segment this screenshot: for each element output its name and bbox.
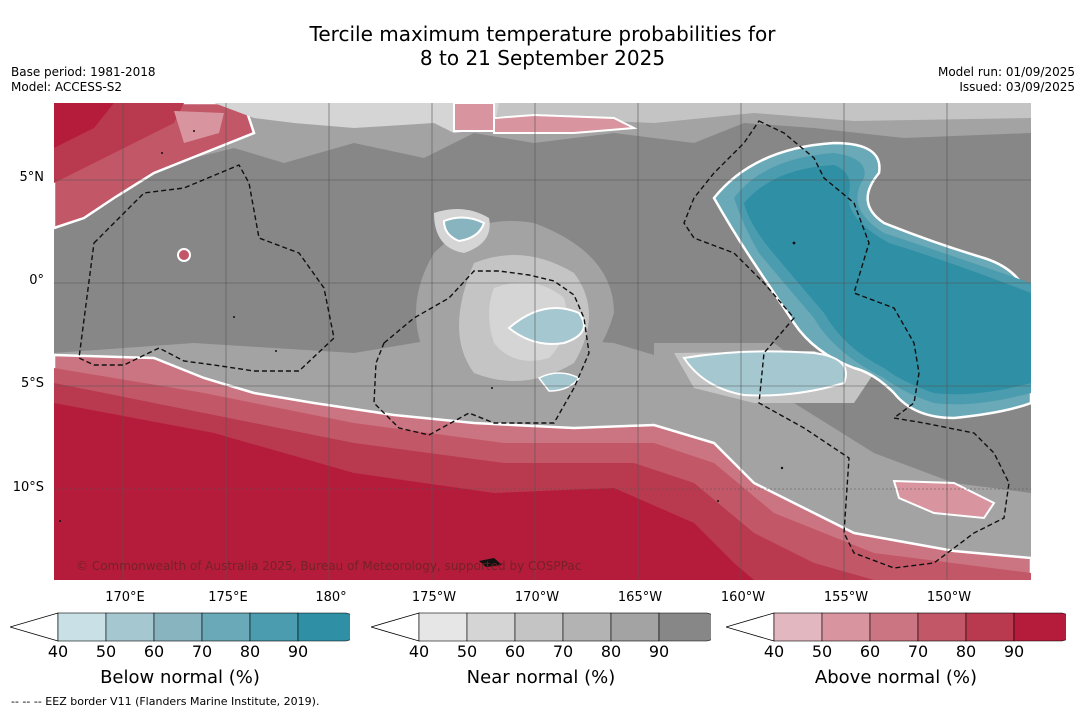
colorbar-segment: [965, 612, 1015, 642]
above-normal-south: [54, 353, 1031, 580]
issued-date: Issued: 03/09/2025: [959, 80, 1075, 94]
lon-label-165w: 165°W: [617, 590, 663, 605]
colorbar-title-below: Below normal (%): [100, 667, 260, 688]
lon-label-150w: 150°W: [926, 590, 972, 605]
colorbar-segment: [514, 612, 564, 642]
graticule: [54, 103, 1031, 580]
colorbar-above-normal: [726, 612, 1066, 642]
colorbar-under-arrow: [10, 612, 59, 642]
colorbar-segment: [917, 612, 967, 642]
eez-legend-note: -- -- -- EEZ border V11 (Flanders Marine…: [11, 695, 320, 708]
colorbar-segment: [821, 612, 871, 642]
copyright-credit: © Commonwealth of Australia 2025, Bureau…: [76, 559, 582, 573]
coastlines: [59, 130, 796, 567]
colorbar-tick-label: 70: [552, 642, 574, 661]
model-run: Model run: 01/09/2025: [937, 65, 1075, 79]
colorbar-segment: [418, 612, 468, 642]
colorbar-tick-label: 40: [47, 642, 69, 661]
lon-label-175w: 175°W: [411, 590, 457, 605]
lon-label-175e: 175°E: [208, 590, 248, 605]
colorbar-tick-label: 40: [763, 642, 785, 661]
lat-label-10s: 10°S: [12, 480, 44, 495]
below-normal-east: [682, 141, 1031, 420]
colorbar-segment: [869, 612, 919, 642]
title-line-1: Tercile maximum temperature probabilitie…: [309, 22, 776, 46]
colorbar-tick-label: 80: [955, 642, 977, 661]
colorbar-segment: [773, 612, 823, 642]
model-name: Model: ACCESS-S2: [11, 80, 123, 94]
lat-label-5s: 5°S: [20, 376, 44, 391]
colorbar-segment: [153, 612, 203, 642]
lat-label-0: 0°: [29, 273, 44, 288]
colorbar-near-normal: [371, 612, 711, 642]
colorbar-tick-label: 80: [600, 642, 622, 661]
colorbar-segment: [297, 612, 350, 642]
colorbar-tick-label: 50: [456, 642, 478, 661]
probability-map: [54, 103, 1031, 580]
colorbar-tick-label: 60: [143, 642, 165, 661]
colorbar-tick-label: 60: [504, 642, 526, 661]
below-normal-central: [442, 216, 585, 392]
colorbar-title-near: Near normal (%): [466, 667, 616, 688]
above-normal-north: [214, 103, 638, 134]
colorbar-segment: [201, 612, 251, 642]
lon-label-160w: 160°W: [720, 590, 766, 605]
colorbar-segment: [466, 612, 516, 642]
colorbar-segment: [1013, 612, 1066, 642]
colorbar-under-arrow: [371, 612, 420, 642]
colorbar-tick-label: 70: [907, 642, 929, 661]
lon-label-170w: 170°W: [514, 590, 560, 605]
colorbar-tick-label: 70: [191, 642, 213, 661]
colorbar-tick-label: 80: [239, 642, 261, 661]
colorbar-segment: [658, 612, 711, 642]
colorbar-below-normal: [10, 612, 350, 642]
colorbar-segment: [562, 612, 612, 642]
colorbar-segment: [57, 612, 107, 642]
colorbar-title-above: Above normal (%): [814, 667, 978, 688]
colorbar-tick-label: 60: [859, 642, 881, 661]
lat-label-5n: 5°N: [19, 170, 45, 185]
colorbar-segment: [610, 612, 660, 642]
colorbar-tick-label: 40: [408, 642, 430, 661]
colorbar-tick-label: 90: [648, 642, 670, 661]
title-line-2: 8 to 21 September 2025: [419, 46, 666, 70]
colorbar-segment: [249, 612, 299, 642]
lon-label-180: 180°: [315, 590, 347, 605]
colorbar-under-arrow: [726, 612, 775, 642]
base-period: Base period: 1981-2018: [11, 65, 156, 79]
colorbar-segment: [105, 612, 155, 642]
colorbar-tick-label: 50: [95, 642, 117, 661]
eez-borders: [78, 120, 1010, 569]
lon-label-170e: 170°E: [105, 590, 145, 605]
colorbar-tick-label: 90: [1003, 642, 1025, 661]
lon-label-155w: 155°W: [823, 590, 869, 605]
colorbar-tick-label: 90: [287, 642, 309, 661]
colorbar-tick-label: 50: [811, 642, 833, 661]
